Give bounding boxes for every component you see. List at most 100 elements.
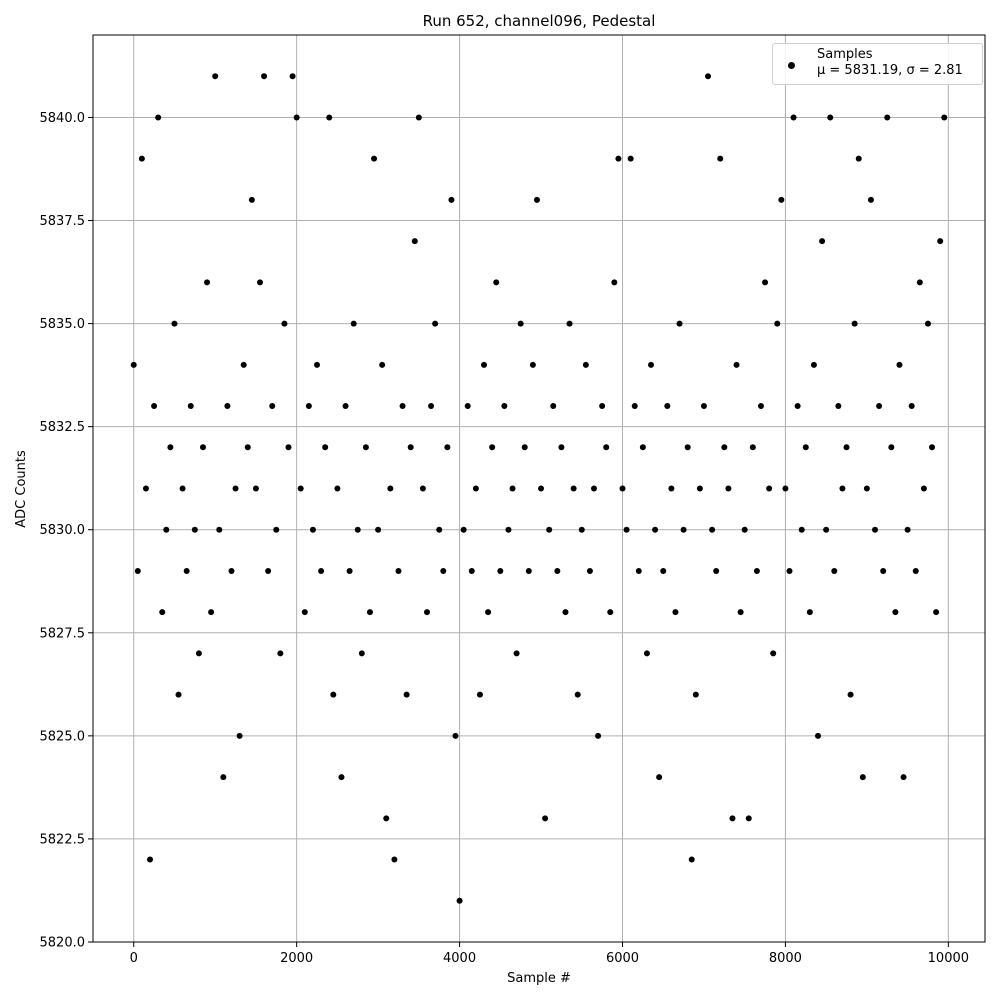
data-point	[623, 526, 630, 533]
x-tick-label: 6000	[606, 951, 639, 966]
data-point	[187, 403, 194, 410]
data-point	[643, 650, 650, 657]
data-point	[338, 774, 345, 781]
data-point	[684, 444, 691, 451]
data-point	[342, 403, 349, 410]
data-point	[705, 73, 712, 80]
data-point	[867, 196, 874, 203]
data-point	[346, 567, 353, 574]
data-point	[599, 403, 606, 410]
data-point	[619, 485, 626, 492]
data-point	[517, 320, 524, 327]
y-tick-label: 5837.5	[40, 214, 86, 229]
data-point	[281, 320, 288, 327]
data-point	[448, 196, 455, 203]
data-point	[330, 691, 337, 698]
data-point	[399, 403, 406, 410]
data-point	[794, 403, 801, 410]
data-point	[766, 485, 773, 492]
data-point	[819, 238, 826, 245]
data-point	[179, 485, 186, 492]
data-point	[138, 155, 145, 162]
data-point	[220, 774, 227, 781]
data-point	[676, 320, 683, 327]
data-point	[395, 567, 402, 574]
data-point	[737, 609, 744, 616]
data-point	[155, 114, 162, 121]
y-tick-label: 5822.5	[40, 832, 86, 847]
data-point	[285, 444, 292, 451]
data-point	[912, 567, 919, 574]
data-point	[900, 774, 907, 781]
data-point	[391, 856, 398, 863]
data-point	[375, 526, 382, 533]
data-point	[546, 526, 553, 533]
data-point	[700, 403, 707, 410]
data-point	[244, 444, 251, 451]
data-point	[595, 732, 602, 739]
data-point	[892, 609, 899, 616]
data-point	[924, 320, 931, 327]
data-point	[741, 526, 748, 533]
data-point	[509, 485, 516, 492]
data-point	[904, 526, 911, 533]
data-point	[183, 567, 190, 574]
data-point	[896, 361, 903, 368]
data-point	[456, 897, 463, 904]
data-point	[929, 444, 936, 451]
data-point	[562, 609, 569, 616]
data-point	[297, 485, 304, 492]
plot-frame	[92, 34, 986, 943]
data-point	[607, 609, 614, 616]
data-point	[521, 444, 528, 451]
data-point	[778, 196, 785, 203]
data-point	[847, 691, 854, 698]
data-point	[574, 691, 581, 698]
y-tick-label: 5840.0	[40, 111, 86, 126]
data-point	[937, 238, 944, 245]
data-point	[191, 526, 198, 533]
data-point	[415, 114, 422, 121]
data-point	[798, 526, 805, 533]
data-point	[810, 361, 817, 368]
data-point	[757, 403, 764, 410]
data-point	[762, 279, 769, 286]
data-point	[802, 444, 809, 451]
data-point	[505, 526, 512, 533]
data-point	[615, 155, 622, 162]
data-point	[668, 485, 675, 492]
data-point	[159, 609, 166, 616]
data-point	[578, 526, 585, 533]
data-point	[208, 609, 215, 616]
data-point	[538, 485, 545, 492]
data-point	[660, 567, 667, 574]
data-point	[497, 567, 504, 574]
data-point	[639, 444, 646, 451]
y-axis-label: ADC Counts	[14, 450, 29, 528]
data-point	[134, 567, 141, 574]
x-axis-label: Sample #	[507, 971, 571, 986]
data-point	[199, 444, 206, 451]
data-point	[680, 526, 687, 533]
y-tick-label: 5832.5	[40, 420, 86, 435]
data-point	[525, 567, 532, 574]
y-tick-label: 5827.5	[40, 626, 86, 641]
data-point	[851, 320, 858, 327]
data-point	[171, 320, 178, 327]
data-point	[835, 403, 842, 410]
x-tick-label: 0	[130, 951, 138, 966]
data-point	[460, 526, 467, 533]
data-point	[733, 361, 740, 368]
data-point	[827, 114, 834, 121]
data-point	[916, 279, 923, 286]
data-point	[688, 856, 695, 863]
data-point	[322, 444, 329, 451]
data-point	[823, 526, 830, 533]
data-point	[151, 403, 158, 410]
data-point	[843, 444, 850, 451]
data-point	[256, 279, 263, 286]
data-point	[411, 238, 418, 245]
data-point	[713, 567, 720, 574]
data-point	[582, 361, 589, 368]
data-point	[301, 609, 308, 616]
